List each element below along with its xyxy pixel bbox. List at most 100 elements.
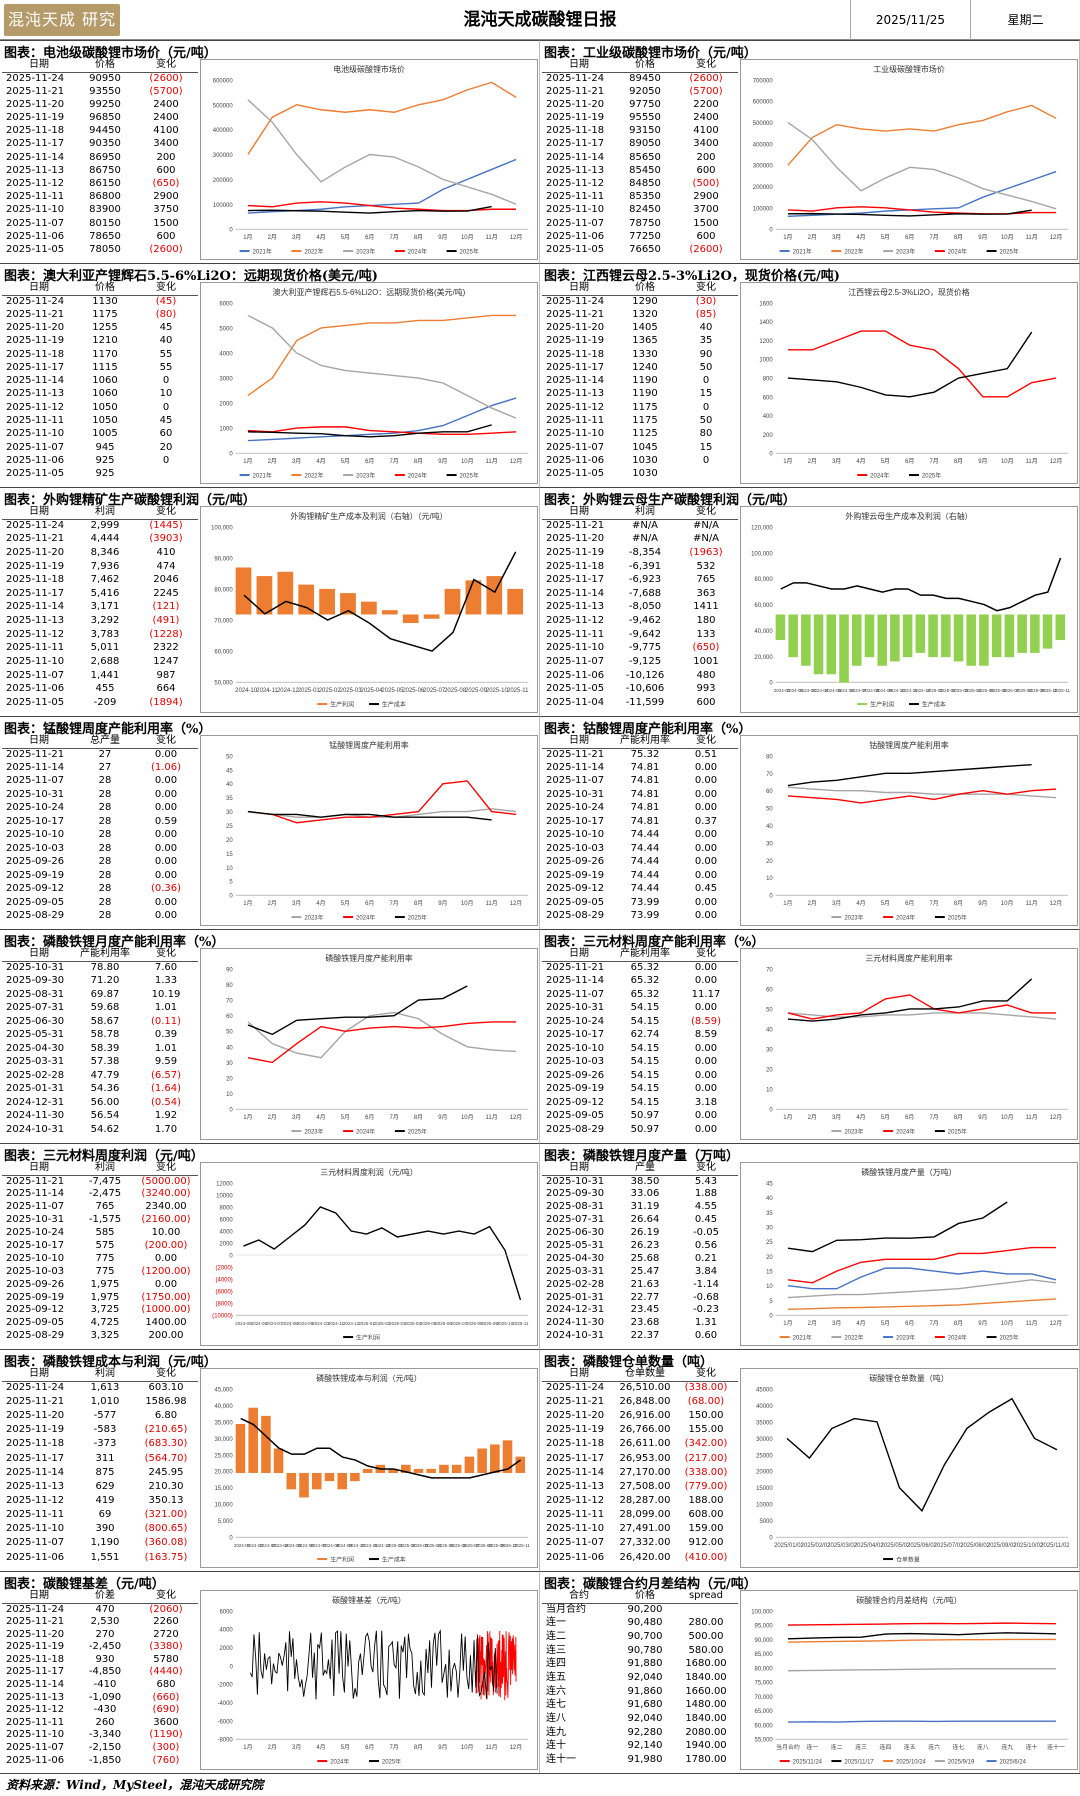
x-tick-label: 2025-11 — [1054, 688, 1071, 693]
table-row: 2025-11-13 27,508.00 (779.00) — [542, 1480, 738, 1494]
chart-title: 三元材料周度产能利用率 — [865, 953, 952, 963]
profit-bar — [507, 588, 524, 615]
x-tick-label: 6月 — [905, 1320, 914, 1327]
x-tick-label: 12月 — [1050, 900, 1063, 907]
table-cell: 92,040 — [627, 1712, 663, 1724]
table-cell: 2025-10-24 — [546, 1015, 605, 1027]
table-cell: 0.00 — [694, 856, 718, 868]
table-row: 2025-11-11 85350 2900 — [542, 191, 738, 204]
table-cell: 1400.00 — [145, 1317, 187, 1329]
table-row: 连十 92,140 1940.00 — [542, 1740, 738, 1754]
x-tick-label: 2024-01 — [774, 688, 791, 693]
profit-bar — [890, 614, 900, 662]
y-tick-label: 1600 — [759, 301, 773, 307]
table-cell: 28 — [98, 883, 112, 895]
y-tick-label: 20 — [766, 859, 773, 865]
chart-title: 工业级碳酸锂市场价 — [873, 64, 945, 74]
table-row: 2025-11-07 765 2340.00 — [2, 1201, 198, 1214]
table-cell: 90,480 — [627, 1617, 663, 1629]
table-cell: (0.11) — [150, 1015, 182, 1027]
table-cell: (5700) — [149, 85, 183, 97]
table-cell: 2025-09-26 — [546, 1069, 605, 1081]
table-cell: 25.47 — [630, 1265, 660, 1277]
x-tick-label: 12月 — [1050, 1114, 1063, 1121]
table-cell: 2025-11-10 — [6, 428, 65, 440]
table-cell: 2025-11-14 — [546, 975, 605, 987]
table-row: 2025-10-17 575 (200.00) — [2, 1240, 198, 1253]
x-tick-label: 2025/02/02 — [801, 1543, 831, 1549]
series-line — [787, 788, 1057, 804]
table-row: 2025-11-06 1,551 (163.75) — [2, 1551, 198, 1565]
table-cell: 40 — [699, 322, 713, 333]
table-cell: 7.60 — [154, 961, 178, 973]
table-cell: 0.00 — [154, 842, 178, 854]
x-tick-label: 2025-02 — [319, 688, 342, 694]
panel-title: 图表：三元材料周度产能利用率（%） — [544, 935, 765, 950]
table-cell: (1200.00) — [141, 1265, 191, 1277]
x-tick-label: 7月 — [929, 458, 938, 465]
table-row: 2025-03-31 25.47 3.84 — [542, 1265, 738, 1278]
table-cell: 0.00 — [694, 909, 718, 921]
table-cell: 31.19 — [630, 1201, 660, 1213]
column-header: 产能利用率 — [616, 948, 674, 962]
y-tick-label: 30000 — [756, 1437, 773, 1443]
legend-label: 2023年 — [304, 1128, 323, 1136]
x-tick-label: 1月 — [783, 1114, 792, 1121]
table-cell: (217.00) — [684, 1452, 728, 1464]
profit-bar — [444, 588, 461, 615]
table-cell: 92,140 — [627, 1740, 663, 1752]
panel-1: 图表：工业级碳酸锂市场价（元/吨） 日期 价格 变化 2025-11-24 89450 (2… — [540, 40, 1080, 263]
profit-bar — [1004, 614, 1015, 658]
y-tick-label: 35 — [226, 796, 233, 802]
x-tick-label: 10月 — [461, 234, 474, 241]
table-row: 2025-11-05 -209 (1894) — [2, 696, 198, 710]
series-line — [787, 1012, 1057, 1020]
table-cell: 1500 — [153, 217, 179, 229]
table-cell: 2025-11-07 — [546, 441, 605, 453]
column-header: 利润 — [76, 1368, 134, 1382]
table-row: 2025-10-10 28 0.00 — [2, 829, 198, 842]
table-cell: 0.00 — [154, 829, 178, 841]
table-cell: 1005 — [92, 428, 118, 440]
table-cell: 2025-11-21 — [6, 1396, 65, 1407]
table-cell: 1.70 — [154, 1123, 178, 1135]
table-cell: 2025-11-06 — [6, 683, 65, 695]
y-tick-label: 10 — [226, 1092, 233, 1098]
table-cell: 5,011 — [90, 642, 120, 654]
y-tick-label: 400 — [763, 414, 774, 420]
table-row: 2025-11-12 -430 (690) — [2, 1704, 198, 1717]
table-cell: 28 — [98, 802, 112, 814]
table-row: 2025-10-10 54.15 0.00 — [542, 1042, 738, 1056]
legend-label: 2025年 — [948, 914, 967, 922]
table-cell: 0.00 — [154, 1252, 178, 1264]
table-cell: 2025-11-14 — [6, 1188, 65, 1200]
table-cell: 54.15 — [630, 1002, 660, 1014]
cost-line — [240, 1417, 521, 1479]
table-cell: 0.59 — [154, 815, 178, 827]
table-row: 2025-11-18 93150 4100 — [542, 125, 738, 138]
table-row: 2025-11-07 -2,150 (300) — [2, 1742, 198, 1755]
table-cell: 9.59 — [154, 1056, 178, 1068]
legend-label: 生产成本 — [382, 1556, 406, 1564]
x-tick-label: 8月 — [954, 900, 963, 907]
x-tick-label: 12月 — [510, 1114, 523, 1121]
table-cell: 28 — [98, 909, 112, 921]
table-row: 2025-11-20 99250 2400 — [2, 98, 198, 111]
panel-15: 图表：碳酸锂合约月差结构（元/吨） 合约 价格 spread 当月合约 90,200 连一 9… — [540, 1571, 1080, 1773]
table-cell: 7,462 — [90, 574, 120, 586]
table-cell: 1,010 — [90, 1396, 120, 1407]
column-header: 日期 — [2, 506, 76, 520]
table-row: 2025-11-07 1045 15 — [542, 441, 738, 454]
table-row: 2025-11-06 1030 0 — [542, 454, 738, 467]
y-tick-label: 400000 — [213, 128, 234, 134]
table-row: 2025-11-13 -1,090 (660) — [2, 1692, 198, 1705]
table-cell: 2025-10-31 — [6, 1214, 65, 1226]
table-cell: 26,611.00 — [619, 1438, 671, 1450]
table-row: 2025-11-18 1330 90 — [542, 348, 738, 361]
table-cell: 8.59 — [694, 1029, 718, 1041]
table-cell: 2025-11-12 — [546, 178, 605, 190]
table-row: 2025-11-20 270 2720 — [2, 1629, 198, 1642]
table-cell: 22.37 — [630, 1330, 660, 1342]
table-row: 2025-11-17 1115 55 — [2, 361, 198, 374]
table-cell: 23.68 — [630, 1317, 660, 1329]
